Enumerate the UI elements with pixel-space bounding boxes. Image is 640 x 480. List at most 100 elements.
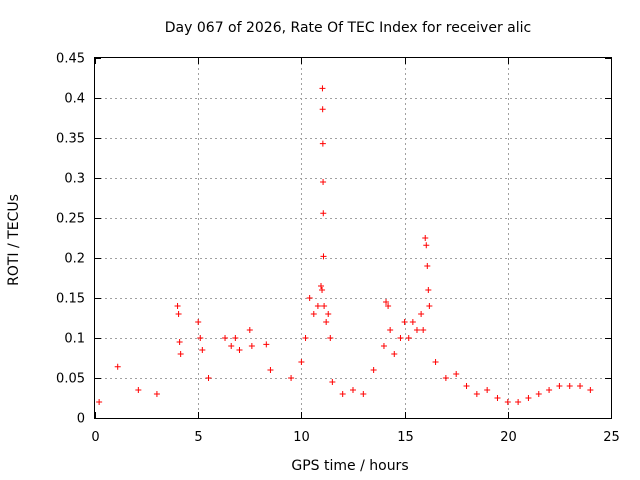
y-tick-label: 0.1: [64, 332, 85, 347]
data-point: [318, 283, 325, 289]
chart-title: Day 067 of 2026, Rate Of TEC Index for r…: [165, 20, 531, 36]
y-tick-label: 0: [77, 412, 85, 427]
data-point: [246, 327, 253, 333]
data-point: [418, 311, 425, 317]
y-axis-label: ROTI / TECUs: [6, 194, 22, 286]
data-point: [397, 335, 404, 341]
y-tick-label: 0.35: [56, 132, 85, 147]
data-point: [405, 335, 412, 341]
data-point: [383, 299, 390, 305]
data-point: [442, 375, 449, 381]
data-point: [205, 375, 212, 381]
data-point: [391, 351, 398, 357]
y-tick-label: 0.25: [56, 212, 85, 227]
data-point: [426, 303, 433, 309]
data-point: [504, 399, 511, 405]
data-point: [473, 391, 480, 397]
y-tick-label: 0.05: [56, 372, 85, 387]
data-point: [314, 303, 321, 309]
data-point: [195, 319, 202, 325]
data-point: [320, 210, 327, 217]
data-point: [174, 303, 181, 309]
data-point: [135, 387, 142, 393]
data-point: [319, 85, 326, 92]
data-point: [387, 327, 394, 333]
data-point: [413, 327, 420, 333]
data-point: [463, 383, 470, 389]
data-point: [288, 375, 295, 381]
data-point: [360, 391, 367, 397]
data-point: [177, 351, 184, 357]
data-point: [325, 311, 332, 317]
data-point: [577, 383, 584, 389]
data-point: [319, 140, 326, 147]
y-tick-label: 0.45: [56, 52, 85, 67]
data-point: [409, 319, 416, 325]
y-tick-label: 0.3: [64, 172, 85, 187]
x-axis-label: GPS time / hours: [291, 458, 408, 474]
data-point: [339, 391, 346, 397]
data-point: [424, 263, 431, 269]
data-point: [197, 335, 204, 341]
data-point: [546, 387, 553, 393]
data-point: [248, 343, 255, 349]
data-point: [302, 335, 309, 341]
data-point: [228, 343, 235, 349]
data-point: [494, 395, 501, 401]
data-point: [319, 106, 326, 113]
data-point: [327, 335, 334, 341]
data-point: [484, 387, 491, 393]
data-point: [350, 387, 356, 393]
data-point: [432, 359, 439, 365]
data-point: [96, 399, 103, 405]
x-tick-label: 0: [91, 430, 99, 445]
data-point: [320, 253, 327, 260]
data-point: [453, 371, 460, 377]
x-tick-label: 25: [603, 430, 620, 445]
data-point: [525, 395, 532, 401]
data-point: [515, 399, 522, 405]
data-point: [321, 303, 328, 309]
x-tick-label: 15: [397, 430, 414, 445]
data-point: [306, 295, 313, 301]
data-point: [267, 367, 274, 373]
data-point: [535, 391, 542, 397]
data-point: [566, 383, 573, 389]
x-tick-label: 10: [293, 430, 310, 445]
data-point: [236, 347, 243, 353]
data-point: [232, 335, 239, 341]
y-tick-label: 0.4: [64, 92, 85, 107]
data-point: [320, 179, 327, 185]
axes: 0 0.05 0.1 0.15 0.2 0.25 0.3 0.35 0.4 0.45 0 5 10 15 2…: [56, 52, 620, 446]
data-point: [323, 319, 330, 325]
data-point: [423, 242, 430, 249]
data-point: [310, 311, 317, 317]
data-point: [425, 287, 432, 293]
data-point: [114, 363, 121, 370]
y-tick-label: 0.2: [64, 252, 85, 267]
data-point: [380, 343, 387, 349]
data-point: [329, 379, 336, 385]
data-point: [401, 319, 408, 325]
data-point: [556, 383, 563, 389]
x-tick-label: 20: [500, 430, 517, 445]
data-point: [587, 387, 594, 393]
data-point: [222, 335, 229, 341]
data-point: [385, 303, 392, 309]
data-points: [96, 85, 594, 405]
data-point: [298, 359, 305, 365]
data-point: [370, 367, 377, 373]
data-point: [175, 311, 182, 317]
data-point: [319, 287, 326, 293]
plot-frame: [94, 57, 612, 419]
data-point: [153, 391, 160, 397]
y-tick-label: 0.15: [56, 292, 85, 307]
data-point: [422, 235, 429, 241]
data-point: [420, 327, 427, 333]
data-point: [263, 341, 270, 348]
data-point: [176, 339, 183, 345]
x-tick-label: 5: [194, 430, 202, 445]
data-point: [199, 347, 206, 353]
grid-lines: [95, 58, 611, 418]
